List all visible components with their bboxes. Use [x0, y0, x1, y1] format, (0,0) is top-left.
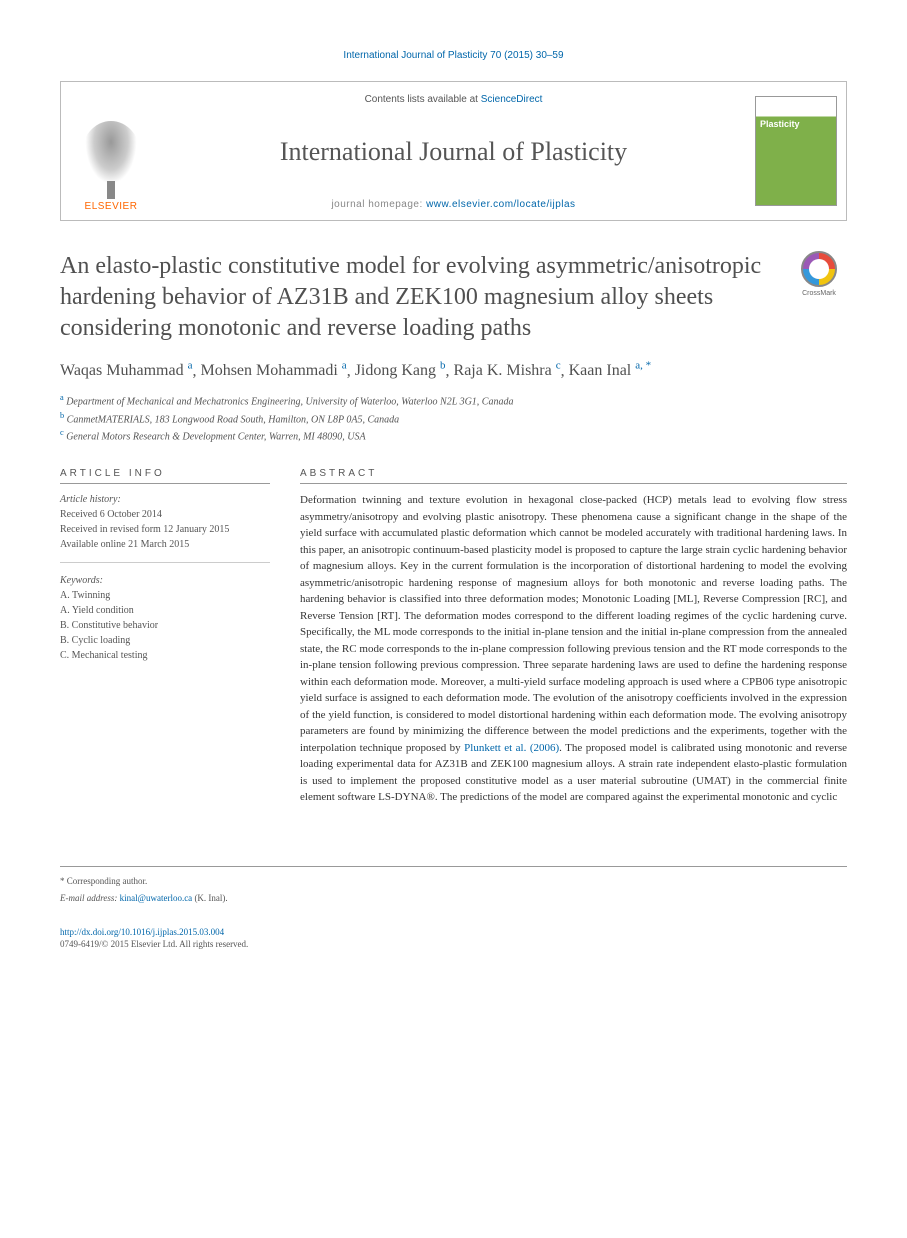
keyword-line: A. Twinning — [60, 588, 270, 603]
abstract-column: ABSTRACT Deformation twinning and textur… — [300, 468, 847, 806]
author-affil-marker: c — [556, 360, 561, 372]
journal-header-box: ELSEVIER Contents lists available at Sci… — [60, 81, 847, 221]
author-affil-marker: a — [342, 360, 347, 372]
email-line: E-mail address: kinal@uwaterloo.ca (K. I… — [60, 892, 847, 906]
keyword-line: C. Mechanical testing — [60, 648, 270, 663]
homepage-prefix: journal homepage: — [331, 199, 426, 210]
doi-link[interactable]: http://dx.doi.org/10.1016/j.ijplas.2015.… — [60, 927, 224, 937]
keyword-line: B. Constitutive behavior — [60, 618, 270, 633]
article-history-block: Article history: Received 6 October 2014… — [60, 492, 270, 663]
keyword-line: A. Yield condition — [60, 603, 270, 618]
history-line: Received in revised form 12 January 2015 — [60, 522, 270, 537]
affiliation-line: c General Motors Research & Development … — [60, 427, 847, 444]
affiliation-marker: b — [60, 411, 64, 420]
affiliation-marker: a — [60, 393, 64, 402]
journal-name: International Journal of Plasticity — [171, 137, 736, 167]
author: Waqas Muhammad a — [60, 362, 192, 379]
affiliation-line: a Department of Mechanical and Mechatron… — [60, 392, 847, 409]
author: Mohsen Mohammadi a — [200, 362, 346, 379]
author-affil-marker: a, * — [635, 360, 651, 372]
page: International Journal of Plasticity 70 (… — [0, 0, 907, 981]
info-divider — [60, 562, 270, 563]
header-center: Contents lists available at ScienceDirec… — [161, 82, 746, 220]
cover-cell: Plasticity — [746, 82, 846, 220]
homepage-line: journal homepage: www.elsevier.com/locat… — [171, 199, 736, 210]
abstract-text: Deformation twinning and texture evoluti… — [300, 492, 847, 806]
corresponding-author-label: * Corresponding author. — [60, 875, 847, 889]
article-title: An elasto-plastic constitutive model for… — [60, 251, 791, 345]
crossmark-label: CrossMark — [802, 290, 836, 297]
email-label: E-mail address: — [60, 893, 117, 903]
authors-line: Waqas Muhammad a, Mohsen Mohammadi a, Ji… — [60, 359, 847, 383]
contents-line: Contents lists available at ScienceDirec… — [171, 94, 736, 105]
title-row: An elasto-plastic constitutive model for… — [60, 251, 847, 345]
publisher-logo-cell: ELSEVIER — [61, 82, 161, 220]
article-info-column: ARTICLE INFO Article history: Received 6… — [60, 468, 270, 806]
keyword-line: B. Cyclic loading — [60, 633, 270, 648]
affiliation-line: b CanmetMATERIALS, 183 Longwood Road Sou… — [60, 410, 847, 427]
affiliation-marker: c — [60, 428, 64, 437]
history-line: Received 6 October 2014 — [60, 507, 270, 522]
footer-bottom: http://dx.doi.org/10.1016/j.ijplas.2015.… — [60, 926, 847, 951]
keywords-label: Keywords: — [60, 573, 270, 588]
footer-block: * Corresponding author. E-mail address: … — [60, 866, 847, 951]
article-info-head: ARTICLE INFO — [60, 468, 270, 484]
crossmark-badge[interactable]: CrossMark — [791, 251, 847, 297]
author: Raja K. Mishra c — [454, 362, 561, 379]
abstract-body-pre: Deformation twinning and texture evoluti… — [300, 494, 847, 754]
email-link[interactable]: kinal@uwaterloo.ca — [120, 893, 193, 903]
publisher-name: ELSEVIER — [85, 201, 138, 212]
elsevier-tree-icon — [81, 121, 141, 191]
affiliations: a Department of Mechanical and Mechatron… — [60, 392, 847, 444]
author: Jidong Kang b — [355, 362, 446, 379]
homepage-link[interactable]: www.elsevier.com/locate/ijplas — [426, 199, 576, 210]
email-person: (K. Inal). — [194, 893, 227, 903]
sciencedirect-link[interactable]: ScienceDirect — [481, 94, 543, 105]
cover-title: Plasticity — [760, 119, 800, 129]
author-affil-marker: b — [440, 360, 446, 372]
citation-link[interactable]: Plunkett et al. (2006) — [464, 742, 559, 754]
author-affil-marker: a — [188, 360, 193, 372]
issn-copyright: 0749-6419/© 2015 Elsevier Ltd. All right… — [60, 939, 248, 949]
contents-prefix: Contents lists available at — [365, 94, 481, 105]
crossmark-icon — [801, 251, 837, 287]
history-label: Article history: — [60, 492, 270, 507]
running-head: International Journal of Plasticity 70 (… — [60, 50, 847, 61]
abstract-head: ABSTRACT — [300, 468, 847, 484]
history-line: Available online 21 March 2015 — [60, 537, 270, 552]
two-column-body: ARTICLE INFO Article history: Received 6… — [60, 468, 847, 806]
author: Kaan Inal a, * — [569, 362, 652, 379]
journal-cover-thumbnail: Plasticity — [755, 96, 837, 206]
